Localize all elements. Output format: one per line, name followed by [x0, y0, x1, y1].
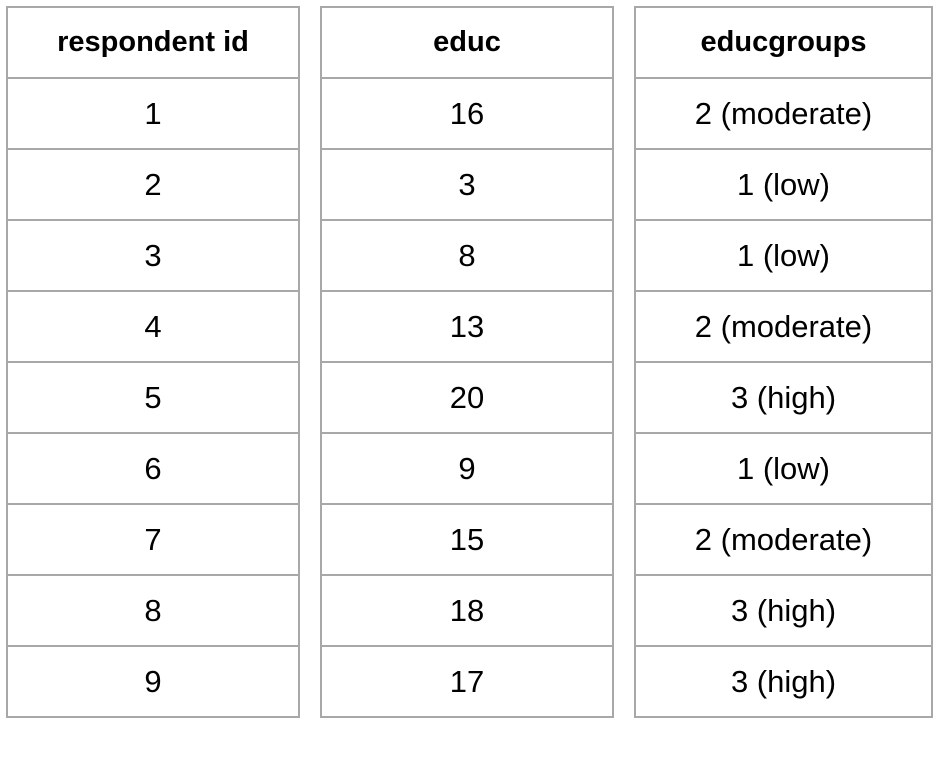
table-row: 1 (low) [634, 219, 933, 292]
table-cell: 3 [6, 219, 300, 292]
table-row: 16 [320, 77, 614, 150]
table-row: 17 [320, 645, 614, 718]
table-cell: 2 (moderate) [634, 290, 933, 363]
table-row: 9 [6, 645, 300, 718]
table-cell: 20 [320, 361, 614, 434]
table-row: 3 (high) [634, 645, 933, 718]
table-row: 2 (moderate) [634, 290, 933, 363]
table-row: 1 [6, 77, 300, 150]
table-cell: 1 [6, 77, 300, 150]
table-row: 7 [6, 503, 300, 576]
table-cell: 3 (high) [634, 574, 933, 647]
table-cell: 2 (moderate) [634, 77, 933, 150]
table-row: 3 [320, 148, 614, 221]
table-row: 13 [320, 290, 614, 363]
column-table: educgroups 2 (moderate) 1 (low) 1 (low) 2 (m… [634, 6, 933, 718]
table-cell: 1 (low) [634, 148, 933, 221]
table-row: 8 [6, 574, 300, 647]
table-cell: 3 [320, 148, 614, 221]
table-row: 1 (low) [634, 432, 933, 505]
table-row: 8 [320, 219, 614, 292]
table-cell: 9 [6, 645, 300, 718]
table-row: 4 [6, 290, 300, 363]
column-header: educ [320, 6, 614, 79]
table-cell: 16 [320, 77, 614, 150]
table-cell: 5 [6, 361, 300, 434]
table-row: 6 [6, 432, 300, 505]
table-cell: 9 [320, 432, 614, 505]
table-cell: 1 (low) [634, 432, 933, 505]
table-row: 9 [320, 432, 614, 505]
table-cell: 7 [6, 503, 300, 576]
table-row: 20 [320, 361, 614, 434]
column-header: educgroups [634, 6, 933, 79]
table-row: 3 (high) [634, 361, 933, 434]
table-cell: 8 [320, 219, 614, 292]
table-cell: 1 (low) [634, 219, 933, 292]
table-row: 5 [6, 361, 300, 434]
table-row: 2 (moderate) [634, 503, 933, 576]
table-cell: 6 [6, 432, 300, 505]
column-header: respondent id [6, 6, 300, 79]
table-row: 1 (low) [634, 148, 933, 221]
table-row: 2 (moderate) [634, 77, 933, 150]
table-cell: 2 (moderate) [634, 503, 933, 576]
table-cell: 8 [6, 574, 300, 647]
table-cell: 2 [6, 148, 300, 221]
table-cell: 18 [320, 574, 614, 647]
table-cell: 17 [320, 645, 614, 718]
header-row: educgroups [634, 6, 933, 79]
column-table: educ 16 3 8 13 20 9 15 18 17 [320, 6, 614, 718]
table-row: 3 (high) [634, 574, 933, 647]
table-row: 3 [6, 219, 300, 292]
header-row: respondent id [6, 6, 300, 79]
table-cell: 4 [6, 290, 300, 363]
column-table: respondent id 1 2 3 4 5 6 7 8 9 [6, 6, 300, 718]
table-cell: 3 (high) [634, 645, 933, 718]
table-row: 15 [320, 503, 614, 576]
table-cell: 15 [320, 503, 614, 576]
table-row: 2 [6, 148, 300, 221]
table-cell: 13 [320, 290, 614, 363]
header-row: educ [320, 6, 614, 79]
table-cell: 3 (high) [634, 361, 933, 434]
table-row: 18 [320, 574, 614, 647]
